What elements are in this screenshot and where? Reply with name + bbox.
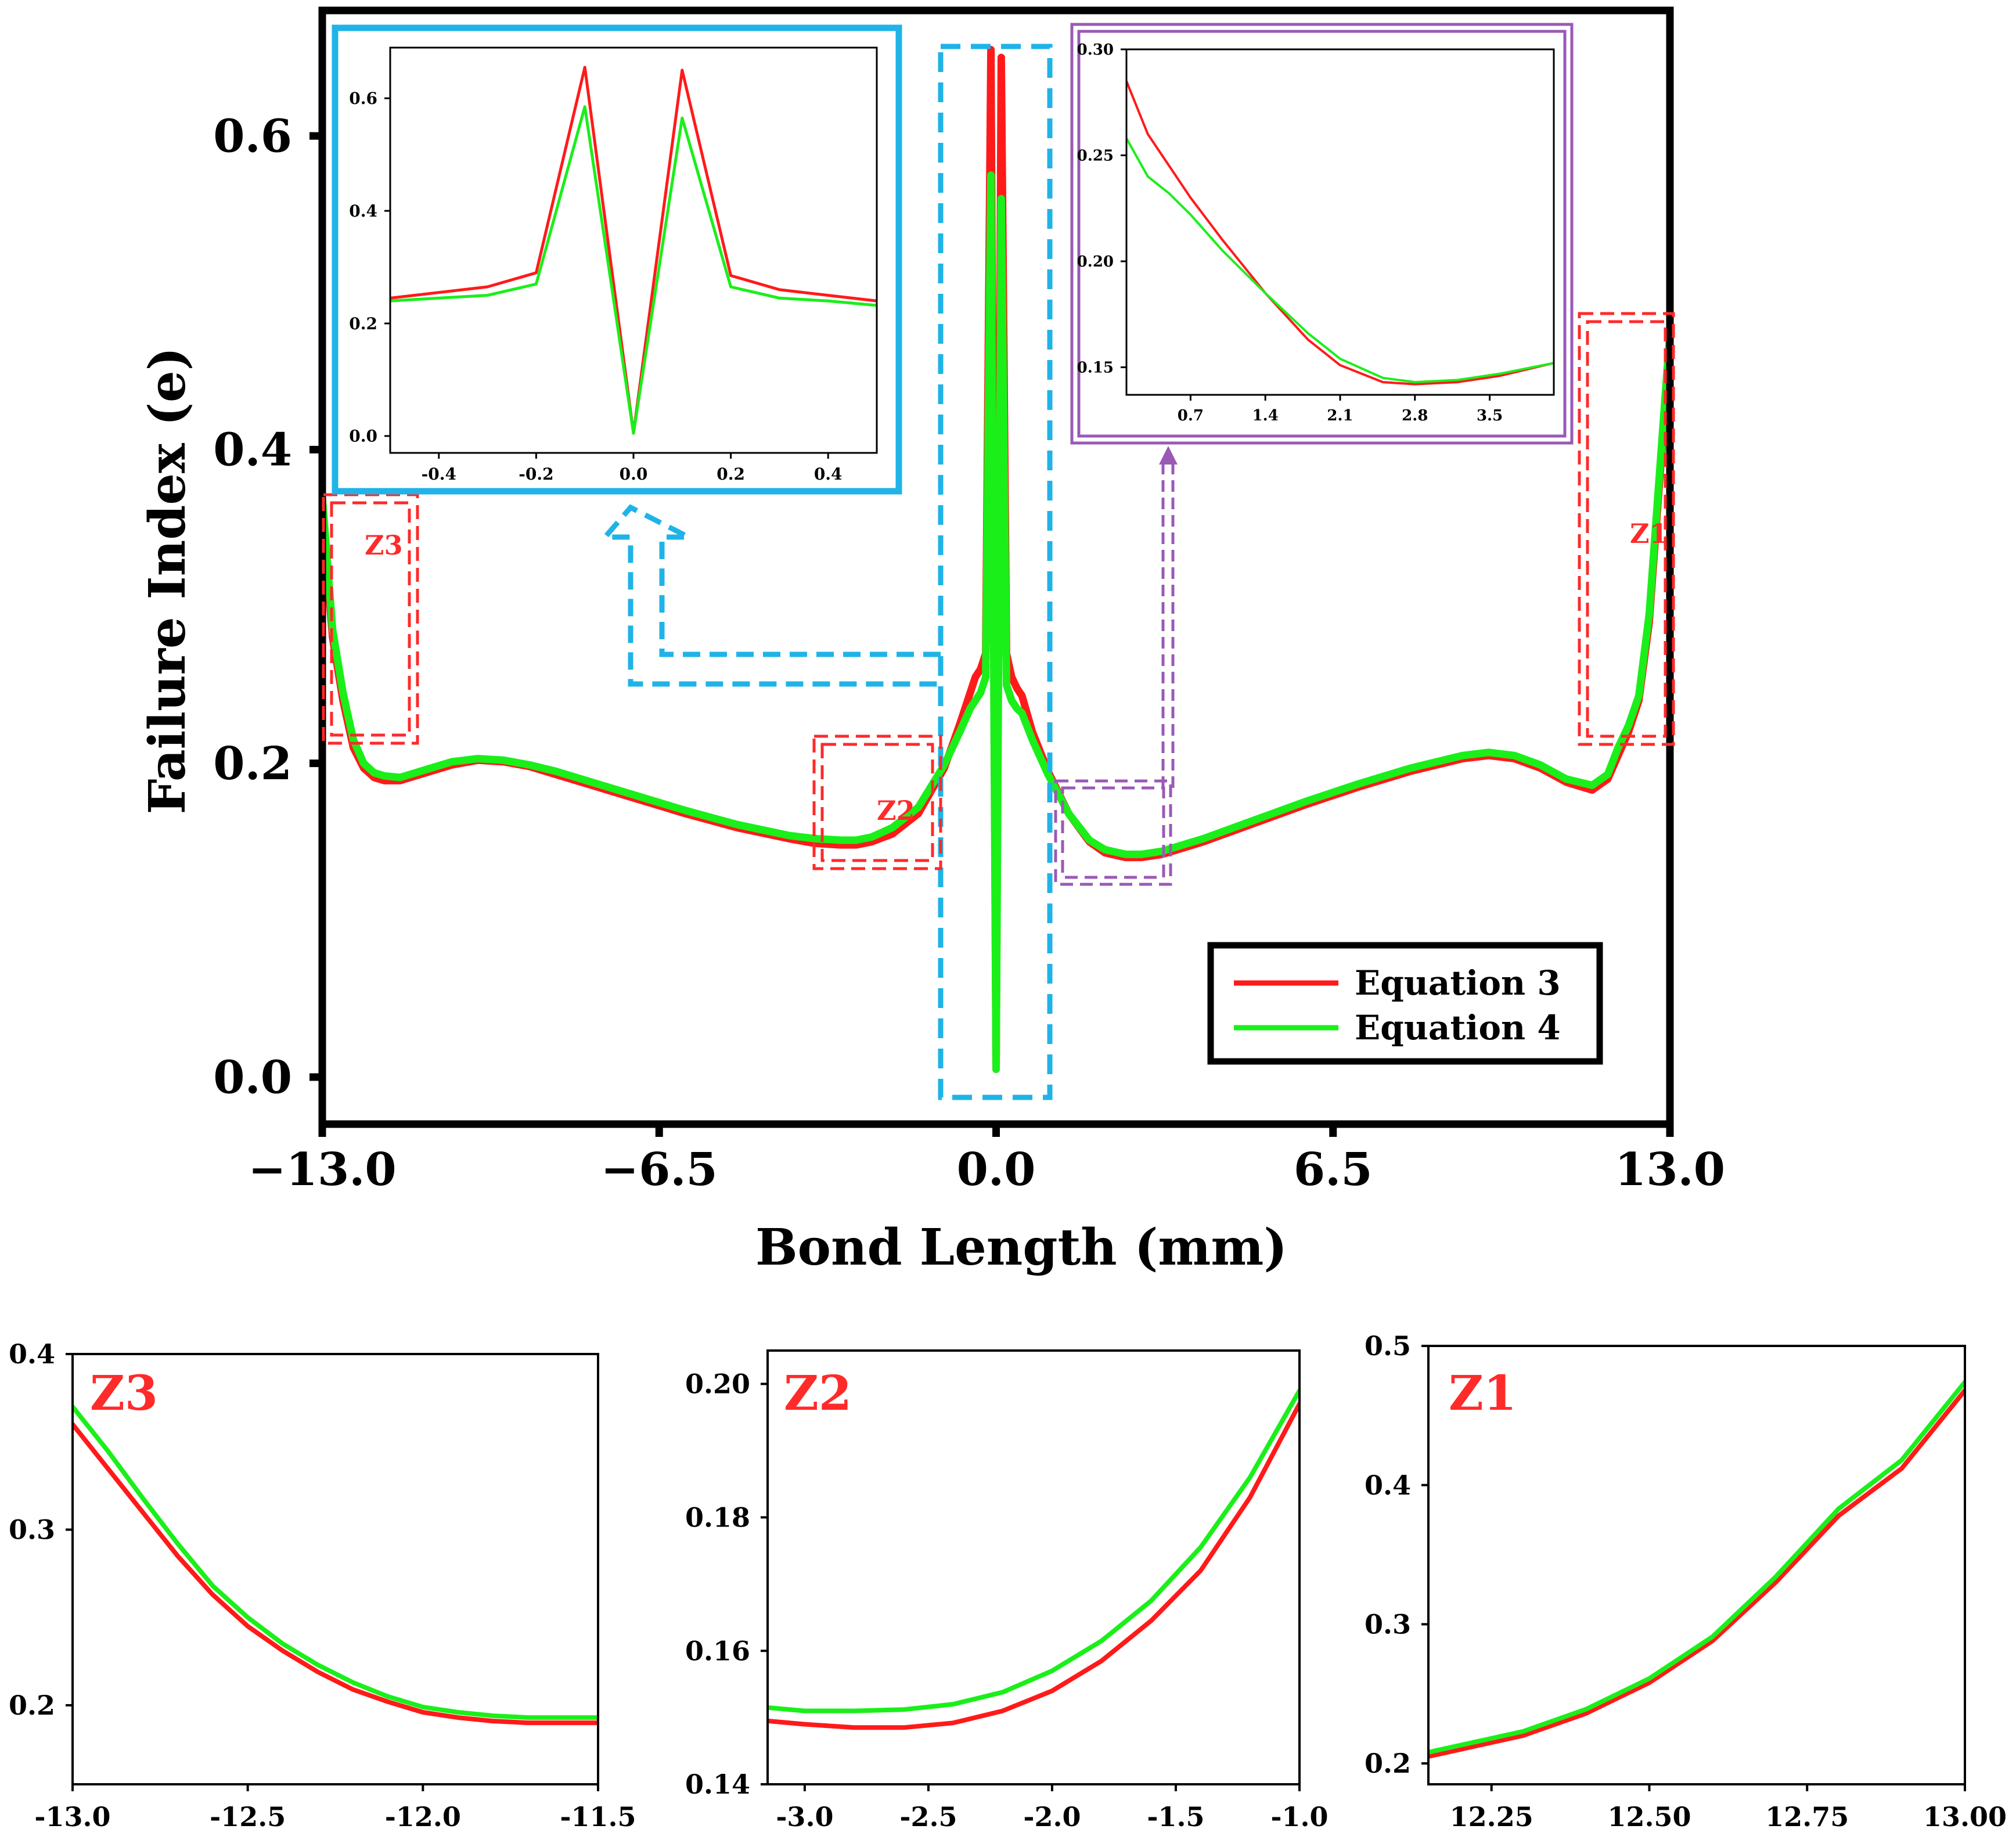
z2-axes-frame xyxy=(766,1349,1301,1785)
right-zoom-box xyxy=(1054,779,1172,886)
z3-axes-frame xyxy=(71,1353,599,1785)
z2-x-tick-label: -2.0 xyxy=(1023,1801,1081,1832)
inset-center-frame-box xyxy=(332,24,902,495)
main-y-tick-label: 0.6 xyxy=(213,110,292,163)
inset-center-y-tick-label: 0.4 xyxy=(349,201,377,221)
inset-center-y-tick-label: 0.6 xyxy=(349,89,377,108)
inset-center-chart: -0.4 -0.2 0.0 0.2 0.4 0.0 0.2 0.4 0.6 xyxy=(332,24,902,495)
zone-box-z2 xyxy=(812,735,942,870)
zone-box-z3-inner xyxy=(330,501,411,737)
main-x-tick-label: −13.0 xyxy=(248,1143,396,1196)
inset-center-x-tick-label: 0.4 xyxy=(814,465,843,484)
z2-chart: -3.0 -2.5 -2.0 -1.5 -1.0 0.14 0.16 0.18 0.20 xyxy=(685,1349,1329,1832)
z1-series-equation-4 xyxy=(1428,1380,1965,1755)
z1-y-tick-label: 0.5 xyxy=(1365,1330,1411,1362)
z3-chart: -13.0 -12.5 -12.0 -11.5 0.2 0.3 0.4 xyxy=(9,1338,636,1832)
right-zoom-arrow-head xyxy=(1159,446,1178,465)
z2-y-tick-label: 0.14 xyxy=(685,1769,750,1800)
inset-right-frame-box-inner xyxy=(1077,30,1567,438)
legend-label-equation-4: Equation 4 xyxy=(1355,1008,1561,1047)
z1-chart: 12.25 12.50 12.75 13.00 0.2 0.3 0.4 0.5 xyxy=(1365,1330,2007,1832)
inset-right-series-equation-4 xyxy=(1126,137,1554,384)
z3-y-tick-label: 0.2 xyxy=(9,1690,55,1721)
inset-right-chart: 0.7 1.4 2.1 2.8 3.5 0.15 0.20 0.25 0.30 xyxy=(1070,23,1574,445)
inset-right-y-tick-label: 0.30 xyxy=(1077,41,1114,59)
z2-series-equation-4 xyxy=(768,1388,1299,1713)
zone-label-z2: Z2 xyxy=(877,795,915,826)
zone-box-z3 xyxy=(322,493,419,745)
inset-right-y-tick-label: 0.25 xyxy=(1077,147,1114,165)
z3-x-tick-label: -12.5 xyxy=(210,1801,286,1832)
z2-y-tick-label: 0.20 xyxy=(685,1369,750,1400)
zone-box-z2-inner xyxy=(820,743,934,862)
main-x-tick-label: −6.5 xyxy=(601,1143,718,1196)
inset-right-x-tick-label: 1.4 xyxy=(1252,407,1279,424)
main-y-tick-label: 0.4 xyxy=(213,424,292,477)
z2-plot-label: Z2 xyxy=(784,1366,852,1421)
z2-series-equation-3 xyxy=(768,1401,1299,1730)
inset-right-y-tick-label: 0.20 xyxy=(1077,253,1114,271)
inset-right-x-tick-label: 2.1 xyxy=(1327,407,1353,424)
zone-label-z3: Z3 xyxy=(365,530,403,561)
legend-box xyxy=(1207,942,1603,1065)
inset-center-x-tick-label: 0.2 xyxy=(717,465,745,484)
z1-y-tick-label: 0.2 xyxy=(1365,1748,1411,1779)
inset-center-x-tick-label: -0.4 xyxy=(422,465,456,484)
z2-x-tick-label: -2.5 xyxy=(899,1801,957,1832)
inset-center-y-tick-label: 0.0 xyxy=(349,427,377,446)
zone-box-z1 xyxy=(1578,312,1675,746)
right-zoom-box-inner xyxy=(1061,786,1165,879)
z2-x-tick-label: -3.0 xyxy=(776,1801,833,1832)
z3-y-tick-label: 0.4 xyxy=(9,1338,55,1370)
z1-x-tick-label: 13.00 xyxy=(1923,1801,2007,1832)
z3-series-equation-4 xyxy=(73,1404,598,1720)
inset-right-frame-box xyxy=(1070,23,1574,445)
z3-y-tick-label: 0.3 xyxy=(9,1514,55,1546)
main-x-tick-label: 6.5 xyxy=(1294,1143,1373,1196)
inset-right-x-tick-label: 2.8 xyxy=(1402,407,1428,424)
z2-y-tick-label: 0.16 xyxy=(685,1635,750,1666)
inset-center-x-tick-label: 0.0 xyxy=(620,465,648,484)
main-x-tick-label: 13.0 xyxy=(1615,1143,1725,1196)
z1-axes-frame xyxy=(1427,1345,1966,1785)
z1-x-tick-label: 12.75 xyxy=(1765,1801,1849,1832)
inset-right-y-tick-label: 0.15 xyxy=(1077,359,1114,377)
main-series-equation-4 xyxy=(322,171,1670,1073)
z2-y-tick-label: 0.18 xyxy=(685,1502,750,1533)
y-axis-title: Failure Index (e) xyxy=(138,347,197,815)
z1-y-tick-label: 0.4 xyxy=(1365,1470,1411,1501)
zoom-annotations xyxy=(322,44,1675,1100)
main-y-tick-label: 0.2 xyxy=(213,737,292,790)
inset-right-x-tick-label: 0.7 xyxy=(1178,407,1204,424)
z2-x-tick-label: -1.0 xyxy=(1270,1801,1328,1832)
legend: Equation 3 Equation 4 xyxy=(1207,942,1603,1065)
main-y-tick-label: 0.0 xyxy=(213,1051,292,1104)
center-zoom-box xyxy=(938,44,1053,1100)
z3-series-equation-3 xyxy=(73,1422,598,1726)
z1-y-tick-label: 0.3 xyxy=(1365,1608,1411,1640)
z1-x-tick-label: 12.50 xyxy=(1607,1801,1691,1832)
z3-plot-label: Z3 xyxy=(90,1366,158,1421)
z3-x-tick-label: -11.5 xyxy=(560,1801,636,1832)
z1-series-equation-3 xyxy=(1428,1388,1965,1759)
z1-x-tick-label: 12.25 xyxy=(1450,1801,1533,1832)
z2-x-tick-label: -1.5 xyxy=(1147,1801,1204,1832)
inset-center-x-tick-label: -0.2 xyxy=(519,465,553,484)
zone-label-z1: Z1 xyxy=(1630,518,1668,549)
inset-center-y-tick-label: 0.2 xyxy=(349,314,377,333)
z3-x-tick-label: -13.0 xyxy=(34,1801,110,1832)
inset-right-x-tick-label: 3.5 xyxy=(1477,407,1503,424)
x-axis-title: Bond Length (mm) xyxy=(755,1218,1287,1277)
legend-label-equation-3: Equation 3 xyxy=(1355,963,1561,1003)
inset-center-series-equation-4 xyxy=(390,105,877,435)
zone-box-z1-inner xyxy=(1586,320,1667,738)
center-zoom-arrow xyxy=(599,504,941,687)
z1-plot-label: Z1 xyxy=(1449,1366,1517,1421)
inset-right-series-equation-3 xyxy=(1126,80,1554,386)
main-x-tick-label: 0.0 xyxy=(957,1143,1036,1196)
z3-x-tick-label: -12.0 xyxy=(385,1801,461,1832)
zoom-plots: -13.0 -12.5 -12.0 -11.5 0.2 0.3 0.4 -3.0 -2.5 -2.… xyxy=(9,1330,2007,1832)
inset-plots: -0.4 -0.2 0.0 0.2 0.4 0.0 0.2 0.4 0.6 0.7 1.4 2.1 2.… xyxy=(332,23,1574,495)
